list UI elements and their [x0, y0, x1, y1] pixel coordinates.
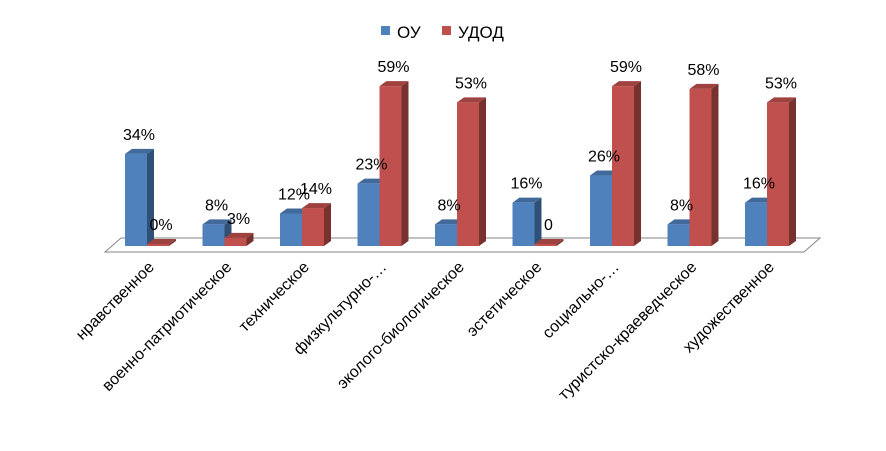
bar-side — [479, 97, 486, 246]
bar-side — [147, 148, 154, 246]
bar-top — [667, 219, 697, 225]
bar-top — [745, 197, 774, 203]
bar-front — [147, 244, 169, 246]
category-label: туристско-краеведческое — [555, 259, 700, 404]
bar — [767, 97, 796, 246]
bar-top — [767, 97, 796, 103]
bar-front — [357, 183, 380, 246]
data-label: 58% — [687, 62, 719, 79]
bar-front — [689, 88, 712, 246]
bar-side — [789, 97, 796, 246]
legend: ОУ УДОД — [381, 23, 504, 42]
bar-side — [169, 239, 176, 246]
data-label: 0% — [149, 217, 172, 234]
bar-front — [667, 224, 690, 246]
bar-front — [767, 102, 789, 246]
bar-top — [202, 219, 232, 225]
bar-top — [612, 81, 641, 87]
bar — [612, 81, 641, 247]
bar-top — [590, 170, 619, 176]
data-label: 8% — [437, 197, 460, 214]
data-label: 8% — [670, 197, 693, 214]
bar-top — [224, 232, 254, 238]
legend-swatch-ou — [381, 26, 390, 35]
bar-front — [512, 202, 535, 246]
bar-front — [379, 86, 402, 247]
bar-side — [246, 232, 254, 246]
bar-top — [512, 197, 542, 203]
data-label: 3% — [227, 211, 250, 228]
bar — [125, 148, 154, 246]
bar-front — [302, 208, 324, 246]
data-label: 59% — [377, 59, 409, 76]
category-label: техническое — [236, 259, 313, 336]
bar — [534, 239, 564, 246]
bar-top — [435, 219, 464, 225]
bar-front — [125, 153, 147, 246]
bar-top — [147, 239, 176, 244]
bar-front — [280, 213, 302, 246]
bar-side — [324, 203, 331, 246]
bar-top — [379, 81, 409, 87]
bar-front — [457, 102, 479, 246]
chart-floor-outline — [103, 237, 822, 253]
bar-front — [224, 237, 247, 246]
bar-front — [534, 244, 557, 246]
legend-swatch-udod — [442, 26, 451, 35]
data-label: 59% — [610, 59, 642, 76]
data-label: 23% — [355, 157, 387, 174]
bar-front — [590, 175, 612, 246]
bar-front — [612, 86, 634, 247]
data-label: 34% — [123, 127, 155, 144]
bar — [379, 81, 409, 247]
data-label: 53% — [455, 75, 487, 92]
bar — [689, 83, 719, 246]
bar-front — [745, 202, 767, 246]
data-label: 12% — [278, 186, 310, 203]
bar-top — [457, 97, 486, 103]
data-label: 14% — [300, 181, 332, 198]
category-label: военно-патриотическое — [99, 259, 235, 395]
bar — [512, 197, 542, 246]
bar-front — [435, 224, 457, 246]
bar-top — [280, 208, 309, 214]
legend-label-udod: УДОД — [458, 23, 504, 42]
category-label: эколого-биологическое — [334, 259, 468, 393]
data-labels-group: 34%0%8%3%12%14%23%59%8%53%16%026%59%8%58… — [123, 59, 797, 234]
bar-front — [202, 224, 225, 246]
bar-top — [302, 203, 331, 209]
data-label: 16% — [510, 176, 542, 193]
bar-top — [125, 148, 154, 154]
bar-side — [556, 239, 564, 246]
bar-top — [534, 239, 564, 244]
category-label: эстетическое — [464, 259, 545, 340]
data-label: 26% — [588, 149, 620, 166]
data-label: 53% — [765, 75, 797, 92]
data-label: 0 — [544, 217, 553, 234]
bars-group — [125, 81, 796, 247]
bar — [302, 203, 331, 246]
legend-label-ou: ОУ — [397, 23, 421, 42]
bar-side — [711, 83, 719, 246]
bar — [147, 239, 176, 246]
data-label: 16% — [743, 176, 775, 193]
data-label: 8% — [205, 197, 228, 214]
bar — [457, 97, 486, 246]
bar-side — [534, 197, 542, 246]
category-label: социально-… — [540, 259, 623, 342]
category-label: нравственное — [73, 259, 158, 344]
bar-side — [634, 81, 641, 247]
bar-top — [689, 83, 719, 89]
bar — [224, 232, 254, 246]
bar-top — [357, 178, 387, 184]
bar-side — [401, 81, 409, 247]
chart-floor — [103, 237, 822, 253]
